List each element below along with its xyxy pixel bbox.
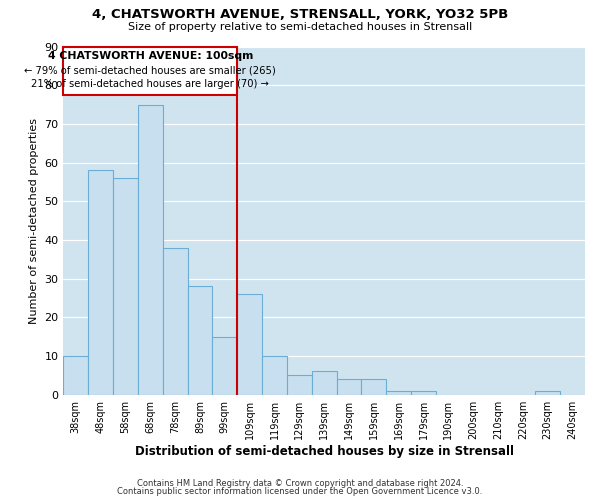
Bar: [64, 46, 237, 95]
Bar: [88, 170, 113, 394]
Bar: [361, 379, 386, 394]
Y-axis label: Number of semi-detached properties: Number of semi-detached properties: [29, 118, 39, 324]
Bar: [163, 248, 188, 394]
Bar: [113, 178, 138, 394]
Bar: [212, 336, 237, 394]
Bar: [138, 104, 163, 395]
Bar: [237, 294, 262, 394]
Text: ← 79% of semi-detached houses are smaller (265): ← 79% of semi-detached houses are smalle…: [25, 66, 276, 76]
Text: Size of property relative to semi-detached houses in Strensall: Size of property relative to semi-detach…: [128, 22, 472, 32]
X-axis label: Distribution of semi-detached houses by size in Strensall: Distribution of semi-detached houses by …: [134, 444, 514, 458]
Text: 21% of semi-detached houses are larger (70) →: 21% of semi-detached houses are larger (…: [31, 80, 269, 90]
Bar: [312, 372, 337, 394]
Text: Contains HM Land Registry data © Crown copyright and database right 2024.: Contains HM Land Registry data © Crown c…: [137, 478, 463, 488]
Bar: [411, 391, 436, 394]
Text: 4, CHATSWORTH AVENUE, STRENSALL, YORK, YO32 5PB: 4, CHATSWORTH AVENUE, STRENSALL, YORK, Y…: [92, 8, 508, 20]
Bar: [287, 376, 312, 394]
Bar: [337, 379, 361, 394]
Text: Contains public sector information licensed under the Open Government Licence v3: Contains public sector information licen…: [118, 487, 482, 496]
Bar: [535, 391, 560, 394]
Bar: [188, 286, 212, 395]
Bar: [64, 356, 88, 395]
Bar: [262, 356, 287, 395]
Text: 4 CHATSWORTH AVENUE: 100sqm: 4 CHATSWORTH AVENUE: 100sqm: [47, 51, 253, 61]
Bar: [386, 391, 411, 394]
